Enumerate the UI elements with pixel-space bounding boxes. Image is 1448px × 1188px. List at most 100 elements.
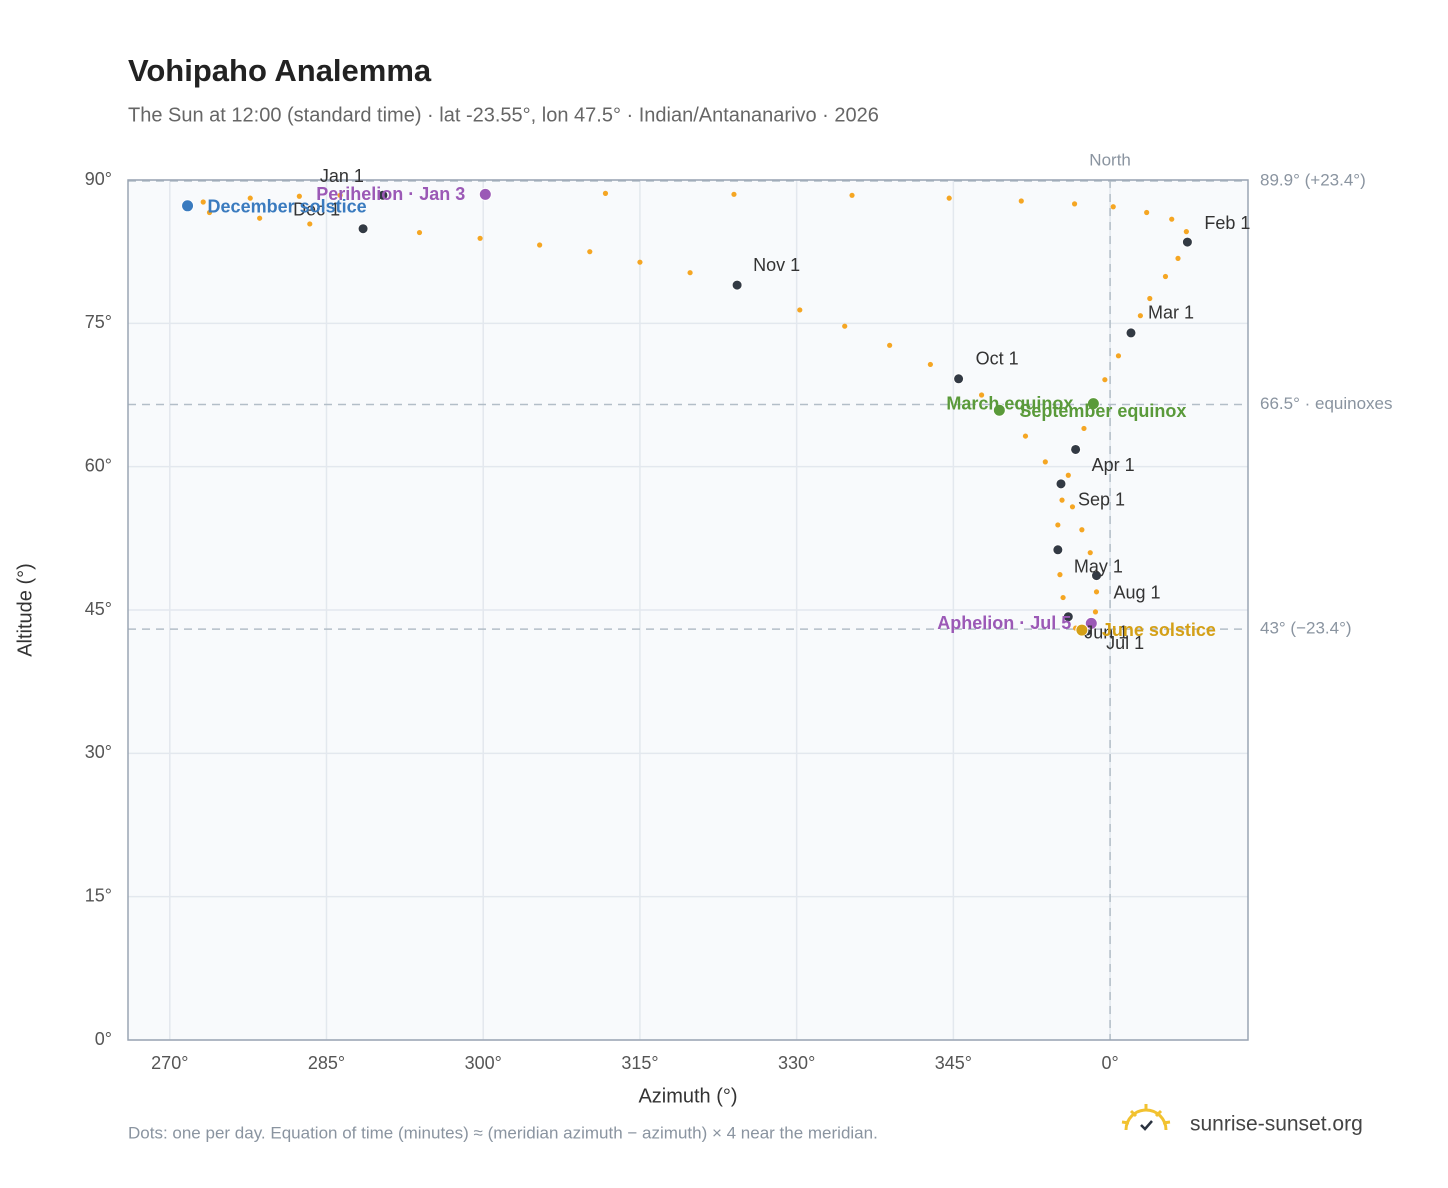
y-tick-label: 0°	[95, 1029, 112, 1049]
daily-dot	[1110, 204, 1116, 210]
y-tick-label: 30°	[85, 742, 112, 762]
x-tick-label: 270°	[151, 1053, 188, 1073]
daily-dot	[842, 323, 848, 329]
daily-dot	[1102, 377, 1108, 383]
x-tick-label: 0°	[1101, 1053, 1118, 1073]
daily-dot	[849, 192, 855, 198]
daily-dot	[296, 193, 302, 199]
brand-logo	[1121, 1104, 1171, 1131]
daily-dot	[1057, 572, 1063, 578]
month-label: Jul 1	[1106, 633, 1144, 653]
daily-dot	[1018, 198, 1024, 204]
month-label: Aug 1	[1114, 582, 1161, 602]
event-marker	[1084, 616, 1098, 630]
daily-dot	[416, 229, 423, 236]
daily-dot	[1175, 255, 1181, 261]
month-marker	[1052, 544, 1064, 556]
brand: sunrise-sunset.org	[1190, 1113, 1363, 1136]
daily-dot	[1059, 497, 1065, 503]
month-marker	[357, 223, 369, 235]
daily-dot	[537, 242, 543, 248]
y-tick-label: 90°	[85, 169, 112, 189]
daily-dot	[1087, 550, 1093, 556]
daily-dot	[1183, 229, 1189, 235]
x-axis-label: Azimuth (°)	[638, 1085, 737, 1107]
daily-dot	[587, 249, 593, 255]
daily-dot	[687, 270, 693, 276]
month-marker	[953, 373, 965, 385]
y-axis-label: Altitude (°)	[14, 563, 36, 657]
event-label: September equinox	[1019, 401, 1186, 421]
daily-dot	[1092, 609, 1099, 615]
month-marker	[377, 189, 389, 201]
daily-dot	[1065, 472, 1071, 478]
daily-dot	[978, 392, 985, 398]
footnote: Dots: one per day. Equation of time (min…	[128, 1123, 878, 1142]
reference-label: 89.9° (+23.4°)	[1260, 170, 1366, 189]
y-tick-label: 75°	[85, 312, 112, 332]
reference-label: 66.5° · equinoxes	[1260, 394, 1393, 413]
month-label: Nov 1	[753, 255, 800, 275]
daily-dot	[731, 191, 737, 197]
daily-dot	[1081, 425, 1087, 432]
daily-dot	[602, 190, 609, 196]
month-label: Mar 1	[1148, 303, 1194, 323]
event-label: June solstice	[1102, 620, 1216, 640]
daily-dot	[1147, 295, 1153, 302]
daily-dot	[946, 195, 952, 201]
month-label: May 1	[1074, 557, 1123, 577]
event-marker	[181, 199, 195, 213]
daily-dot	[247, 195, 253, 201]
daily-dot	[1162, 273, 1169, 280]
x-tick-label: 345°	[935, 1053, 972, 1073]
month-label: Jun 1	[1084, 622, 1128, 642]
daily-dot	[307, 221, 313, 227]
x-tick-label: 330°	[778, 1053, 815, 1073]
daily-dot	[1115, 353, 1122, 359]
y-tick-label: 60°	[85, 455, 112, 475]
daily-dot	[477, 235, 483, 241]
x-tick-label: 285°	[308, 1053, 345, 1073]
reference-lines	[128, 180, 1248, 1040]
month-marker	[1062, 611, 1074, 623]
x-tick-label: 300°	[465, 1053, 502, 1073]
daily-dot	[927, 361, 933, 368]
daily-dot	[637, 259, 643, 265]
daily-dot	[1055, 522, 1061, 528]
daily-dot	[200, 199, 206, 205]
y-tick-label: 15°	[85, 885, 112, 905]
daily-dot	[887, 342, 893, 348]
daily-dot	[1144, 209, 1150, 216]
daily-dot	[1069, 504, 1076, 510]
reference-label: 43° (−23.4°)	[1260, 619, 1352, 638]
event-label: December solstice	[208, 197, 367, 217]
daily-dot	[1079, 527, 1085, 533]
marks	[181, 187, 1193, 637]
chart-subtitle: The Sun at 12:00 (standard time) · lat -…	[128, 104, 879, 126]
month-label: Jan 1	[320, 166, 364, 186]
event-marker	[478, 187, 492, 201]
plot-border	[127, 179, 1249, 1041]
daily-dot	[257, 215, 263, 221]
month-marker	[731, 279, 743, 291]
month-label: Oct 1	[976, 349, 1019, 369]
daily-dot	[1093, 589, 1100, 595]
month-label: Sep 1	[1078, 490, 1125, 510]
reference-label: North	[1089, 150, 1131, 169]
month-label: Feb 1	[1204, 213, 1250, 233]
daily-dot	[797, 307, 803, 313]
month-marker	[1181, 236, 1193, 248]
event-label: March equinox	[946, 393, 1073, 413]
daily-dot	[1060, 594, 1066, 601]
month-marker	[1055, 478, 1067, 490]
daily-dot	[1169, 216, 1175, 222]
month-label: Dec 1	[293, 199, 340, 219]
event-marker	[1086, 397, 1100, 411]
chart-title: Vohipaho Analemma	[128, 53, 432, 88]
month-label: Apr 1	[1092, 455, 1135, 475]
daily-dot	[1022, 433, 1029, 439]
event-marker	[1075, 623, 1089, 637]
month-marker	[1091, 570, 1103, 582]
month-marker	[1125, 327, 1137, 339]
